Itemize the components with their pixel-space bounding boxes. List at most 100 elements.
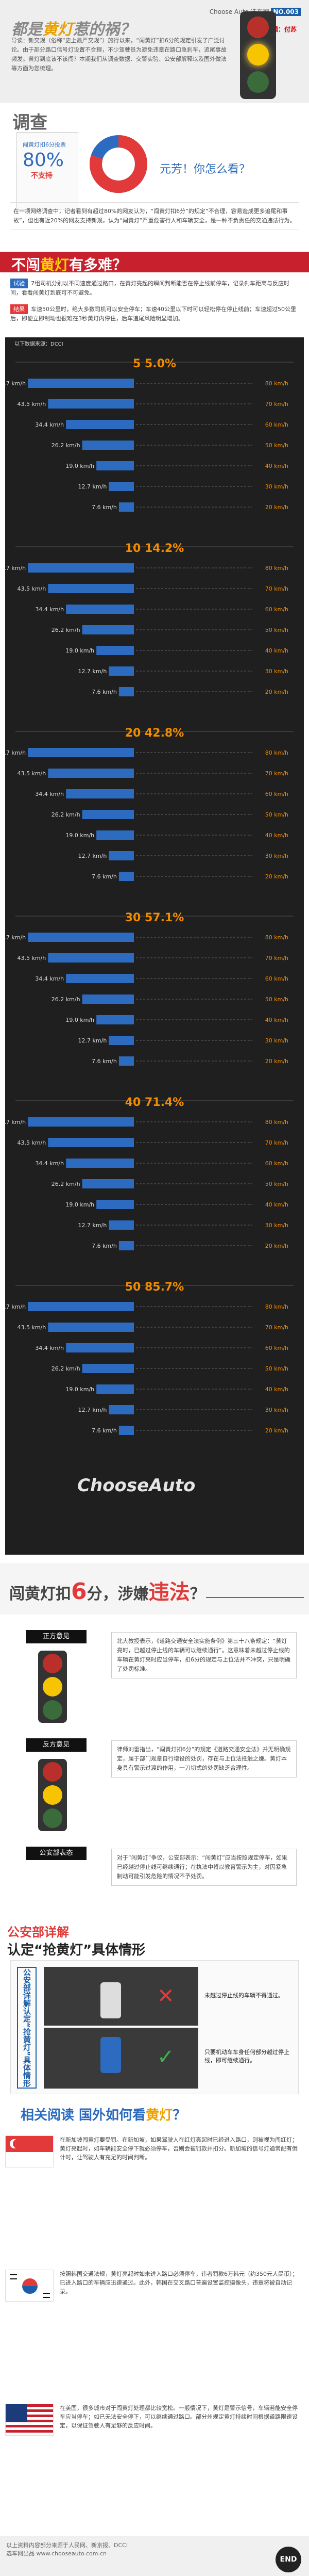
- opinion-ministry: 公安部表态 对于“闯黄灯”争议，公安部表示：“闯黄灯”应当按照规定停车，如果已经…: [0, 1847, 309, 1909]
- survey-sub: 不支持: [31, 172, 53, 180]
- bar-mark: [66, 1159, 134, 1168]
- ministry-caption-2: 只要机动车车身任何部分越过停止线，即可继续通行。: [204, 2049, 289, 2064]
- stop-line: [44, 2026, 198, 2028]
- bar-mark: [66, 789, 134, 798]
- bar-mark: [48, 769, 134, 778]
- bar-value-label: 34.4 km/h: [35, 791, 64, 797]
- section2-mid: 分，涉嫌: [87, 1585, 149, 1603]
- survey-description: 在一项网络调查中，记者看到有超过80%的网友认为，“闯黄灯扣6分”的规定“不合理…: [10, 202, 299, 230]
- opinion-badge: 正方意见: [26, 1630, 87, 1643]
- bar-mark: [118, 1426, 134, 1435]
- bar-value-label: 34.4 km/h: [35, 1160, 64, 1167]
- right-speed-label: 80 km/h: [265, 380, 288, 387]
- experiment-title-highlight: 黄灯: [40, 256, 70, 273]
- bar-value-label: 12.7 km/h: [78, 1222, 107, 1229]
- red-bulb-icon: [247, 17, 269, 38]
- survey-percent: 80%: [23, 150, 64, 171]
- right-speed-label: 50 km/h: [265, 627, 288, 633]
- bar-mark: [28, 379, 134, 388]
- bar-value-label: 19.0 km/h: [65, 1017, 94, 1023]
- section2-red: 违法: [148, 1580, 190, 1604]
- right-speed-label: 60 km/h: [265, 975, 288, 982]
- right-speed-label: 60 km/h: [265, 1345, 288, 1351]
- survey-heading: 调查: [12, 112, 47, 133]
- result-badge: 结果: [10, 304, 28, 314]
- bar-value-label: 43.5 km/h: [17, 955, 46, 961]
- bar-value-label: 26.2 km/h: [52, 442, 80, 449]
- bar-mark: [28, 563, 134, 573]
- right-speed-label: 70 km/h: [265, 955, 288, 961]
- right-speed-label: 60 km/h: [265, 606, 288, 613]
- bar-value-label: 7.6 km/h: [92, 504, 117, 511]
- bar-mark: [28, 1117, 134, 1127]
- right-speed-label: 50 km/h: [265, 996, 288, 1003]
- right-speed-label: 40 km/h: [265, 832, 288, 839]
- yellow-bulb-icon: [43, 1785, 62, 1805]
- bar-value-label: 34.4 km/h: [35, 1345, 64, 1351]
- bar-mark: [109, 1405, 134, 1414]
- korea-flag-icon: [5, 2270, 54, 2302]
- bar-value-label: 19.0 km/h: [65, 1386, 94, 1393]
- ministry-heading: 公安部详解: [7, 1925, 69, 1939]
- experiment-banner: 不闯黄灯有多难？: [0, 252, 309, 274]
- ministry-side-label: 公安部详解认定“抢黄灯”具体情形: [17, 1967, 37, 2089]
- bar-value-label: 53.7 km/h: [5, 1303, 26, 1310]
- bar-mark: [28, 933, 134, 942]
- bar-value-label: 34.4 km/h: [35, 975, 64, 982]
- experiment-title: 不闯黄灯有多难？: [11, 254, 127, 274]
- end-button[interactable]: END: [276, 2547, 301, 2572]
- bar-mark: [82, 1179, 134, 1188]
- bar-mark: [66, 1343, 134, 1352]
- bar-mark: [66, 605, 134, 614]
- right-speed-label: 50 km/h: [265, 442, 288, 449]
- right-speed-label: 20 km/h: [265, 1058, 288, 1065]
- bar-value-label: 43.5 km/h: [17, 1139, 46, 1146]
- right-speed-label: 80 km/h: [265, 749, 288, 756]
- right-speed-label: 30 km/h: [265, 1407, 288, 1413]
- usa-flag-icon: [5, 2404, 54, 2436]
- section2-post: ？: [190, 1585, 205, 1603]
- opinion-con: 反方意见 律师刘雷指出，“闯黄灯扣6分”的规定《道路交通安全法》并无明确规定，属…: [0, 1738, 309, 1831]
- bar-mark: [118, 502, 134, 512]
- bar-value-label: 12.7 km/h: [78, 853, 107, 859]
- donut-oppose-slice: [90, 135, 147, 193]
- bar-value-label: 26.2 km/h: [52, 1365, 80, 1372]
- traffic-light-icon: [38, 1651, 67, 1723]
- bar-mark: [28, 748, 134, 757]
- bar-value-label: 53.7 km/h: [5, 565, 26, 572]
- experiment-row-1: 试验 7组司机分别以不同速度通过路口，在黄灯亮起的瞬间判断能否在停止线前停车，记录…: [10, 279, 299, 297]
- group-header: 20 42.8%: [125, 727, 184, 740]
- footer-source: 以上资料内容部分来源于人民网、新京报、DCCI 选车网出品 www.choose…: [6, 2541, 128, 2558]
- traffic-light-icon: [38, 1759, 67, 1831]
- bar-value-label: 12.7 km/h: [78, 1407, 107, 1413]
- right-speed-label: 60 km/h: [265, 421, 288, 428]
- brand-logo[interactable]: Choose Auto 选车网 NO.003: [210, 7, 301, 16]
- right-speed-label: 50 km/h: [265, 1181, 288, 1187]
- foreign-heading-post: ？: [173, 2108, 186, 2123]
- bar-value-label: 7.6 km/h: [92, 1058, 117, 1065]
- bar-mark: [118, 872, 134, 881]
- bar-mark: [28, 1302, 134, 1311]
- header: 都是黄灯惹的祸？ Choose Auto 选车网 NO.003 编辑：付苏 导读…: [0, 0, 309, 103]
- country-text: 在新加坡闯黄灯要受罚。在新加坡，如果驾驶人在红灯亮起时已经进入路口，则被视为闯红…: [60, 2137, 298, 2161]
- bar-value-label: 53.7 km/h: [5, 380, 26, 387]
- right-speed-label: 40 km/h: [265, 463, 288, 469]
- bar-mark: [48, 1323, 134, 1332]
- group-header: 30 57.1%: [125, 911, 184, 924]
- survey-label: 闯黄灯扣6分投票: [23, 141, 66, 148]
- experiment-text: 7组司机分别以不同速度通过路口，在黄灯亮起的瞬间判断能否在停止线前停车，记录刹车…: [10, 280, 289, 296]
- bar-mark: [96, 1200, 134, 1209]
- section2-divider: [206, 1597, 304, 1598]
- bar-value-label: 26.2 km/h: [52, 996, 80, 1003]
- green-bulb-icon: [247, 71, 269, 93]
- bar-mark: [48, 584, 134, 593]
- right-speed-label: 60 km/h: [265, 1160, 288, 1167]
- bar-mark: [48, 399, 134, 409]
- footer-source-line: 以上资料内容部分来源于人民网、新京报、DCCI: [6, 2542, 128, 2549]
- footer-site-line: 选车网出品 www.chooseauto.com.cn: [6, 2550, 107, 2557]
- bar-mark: [109, 666, 134, 676]
- group-header: 40 71.4%: [125, 1096, 184, 1109]
- bar-value-label: 26.2 km/h: [52, 627, 80, 633]
- bar-mark: [96, 1384, 134, 1394]
- right-speed-label: 40 km/h: [265, 647, 288, 654]
